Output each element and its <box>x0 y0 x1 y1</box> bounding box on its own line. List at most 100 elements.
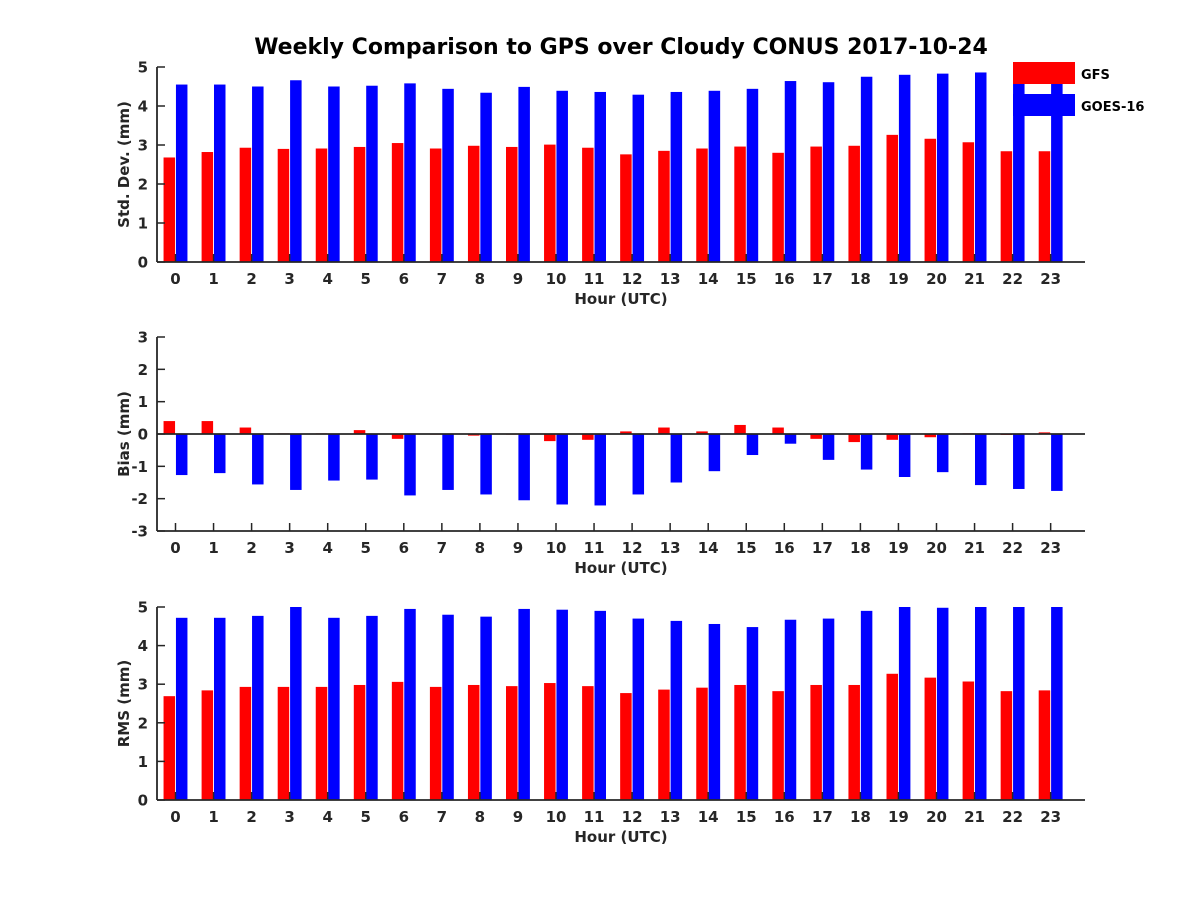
bar-goes-16-hour-0 <box>175 434 188 476</box>
bar-gfs-hour-20 <box>924 677 937 800</box>
bar-gfs-hour-14 <box>696 431 708 434</box>
bar-goes-16-hour-0 <box>175 617 188 800</box>
bar-goes-16-hour-19 <box>898 434 911 477</box>
bar-gfs-hour-16 <box>772 152 784 262</box>
bar-goes-16-hour-16 <box>784 434 797 444</box>
x-tick-label: 3 <box>284 808 294 826</box>
bar-goes-16-hour-21 <box>975 72 987 263</box>
bar-gfs-hour-3 <box>277 148 290 262</box>
x-tick-label: 20 <box>926 539 947 557</box>
bar-gfs-hour-19 <box>886 134 898 262</box>
bar-gfs-hour-16 <box>772 691 784 800</box>
y-tick-label: -1 <box>131 458 148 476</box>
x-tick-label: 11 <box>584 808 605 826</box>
x-tick-label: 16 <box>774 270 795 288</box>
bar-gfs-hour-12 <box>620 431 632 434</box>
bar-goes-16-hour-12 <box>632 618 645 800</box>
bar-goes-16-hour-12 <box>632 434 645 495</box>
legend-label-gfs: GFS <box>1081 68 1110 83</box>
bar-gfs-hour-1 <box>201 690 214 800</box>
y-tick-label: 2 <box>138 361 148 379</box>
bar-goes-16-hour-4 <box>328 617 340 800</box>
x-tick-label: 4 <box>322 539 332 557</box>
bar-goes-16-hour-21 <box>975 434 987 486</box>
bar-gfs-hour-8 <box>467 684 480 800</box>
bar-goes-16-hour-7 <box>442 434 454 490</box>
x-tick-label: 21 <box>964 270 985 288</box>
bar-gfs-hour-10 <box>544 683 556 800</box>
x-tick-label: 21 <box>964 539 985 557</box>
x-tick-label: 5 <box>361 270 371 288</box>
x-tick-label: 6 <box>399 808 409 826</box>
bar-goes-16-hour-15 <box>746 627 759 800</box>
x-tick-label: 9 <box>513 539 523 557</box>
x-tick-label: 3 <box>284 270 294 288</box>
bar-gfs-hour-17 <box>810 684 822 800</box>
y-tick-label: 2 <box>138 176 148 194</box>
x-tick-label: 9 <box>513 270 523 288</box>
bar-goes-16-hour-6 <box>404 434 416 496</box>
bar-gfs-hour-13 <box>658 427 670 434</box>
x-tick-label: 3 <box>284 539 294 557</box>
x-tick-label: 9 <box>513 808 523 826</box>
bar-goes-16-hour-7 <box>442 614 454 800</box>
x-tick-label: 10 <box>546 270 567 288</box>
bar-gfs-hour-7 <box>429 686 442 800</box>
x-tick-label: 8 <box>475 808 485 826</box>
x-tick-label: 16 <box>774 808 795 826</box>
bar-gfs-hour-12 <box>620 693 632 800</box>
x-tick-label: 12 <box>622 539 643 557</box>
bar-goes-16-hour-11 <box>594 91 606 263</box>
x-tick-label: 22 <box>1002 539 1023 557</box>
bar-gfs-hour-18 <box>848 684 860 800</box>
bar-gfs-hour-23 <box>1038 151 1051 262</box>
bar-goes-16-hour-3 <box>290 80 302 262</box>
bar-goes-16-hour-2 <box>252 86 264 262</box>
x-tick-label: 15 <box>736 808 757 826</box>
bar-goes-16-hour-8 <box>480 434 492 495</box>
bar-goes-16-hour-4 <box>328 86 340 262</box>
bar-goes-16-hour-7 <box>442 88 454 262</box>
y-tick-label: 4 <box>138 637 148 655</box>
y-tick-label: 1 <box>138 215 148 233</box>
x-tick-label: 19 <box>888 539 909 557</box>
legend-swatch-goes-16 <box>1013 94 1075 116</box>
bar-goes-16-hour-9 <box>518 608 530 800</box>
bar-goes-16-hour-14 <box>708 90 721 262</box>
x-tick-label: 8 <box>475 539 485 557</box>
bar-goes-16-hour-6 <box>404 83 416 262</box>
bar-goes-16-hour-6 <box>404 608 416 800</box>
bar-gfs-hour-20 <box>924 434 937 438</box>
x-tick-label: 23 <box>1040 539 1061 557</box>
bar-goes-16-hour-13 <box>670 91 683 263</box>
bar-goes-16-hour-23 <box>1051 76 1063 262</box>
x-tick-label: 14 <box>698 270 719 288</box>
bar-gfs-hour-9 <box>506 146 518 262</box>
bar-goes-16-hour-13 <box>670 620 683 800</box>
bar-goes-16-hour-5 <box>366 434 378 480</box>
x-tick-label: 15 <box>736 539 757 557</box>
bar-goes-16-hour-18 <box>860 610 873 800</box>
bar-goes-16-hour-20 <box>936 607 949 800</box>
bar-goes-16-hour-13 <box>670 434 683 483</box>
y-tick-label: 0 <box>138 792 148 810</box>
y-axis-label: Bias (mm) <box>115 391 133 477</box>
x-tick-label: 0 <box>170 808 180 826</box>
x-tick-label: 14 <box>698 808 719 826</box>
y-tick-label: -3 <box>131 523 148 541</box>
bar-goes-16-hour-3 <box>290 607 302 800</box>
bar-goes-16-hour-17 <box>822 82 835 263</box>
bar-goes-16-hour-17 <box>822 618 835 800</box>
bar-gfs-hour-22 <box>1000 151 1013 262</box>
x-tick-label: 18 <box>850 539 871 557</box>
bar-gfs-hour-6 <box>391 143 404 262</box>
y-tick-label: 1 <box>138 753 148 771</box>
x-tick-label: 2 <box>246 270 256 288</box>
bar-gfs-hour-4 <box>315 148 328 262</box>
x-tick-label: 14 <box>698 539 719 557</box>
y-tick-label: -2 <box>131 490 148 508</box>
x-tick-label: 23 <box>1040 270 1061 288</box>
x-tick-label: 0 <box>170 539 180 557</box>
